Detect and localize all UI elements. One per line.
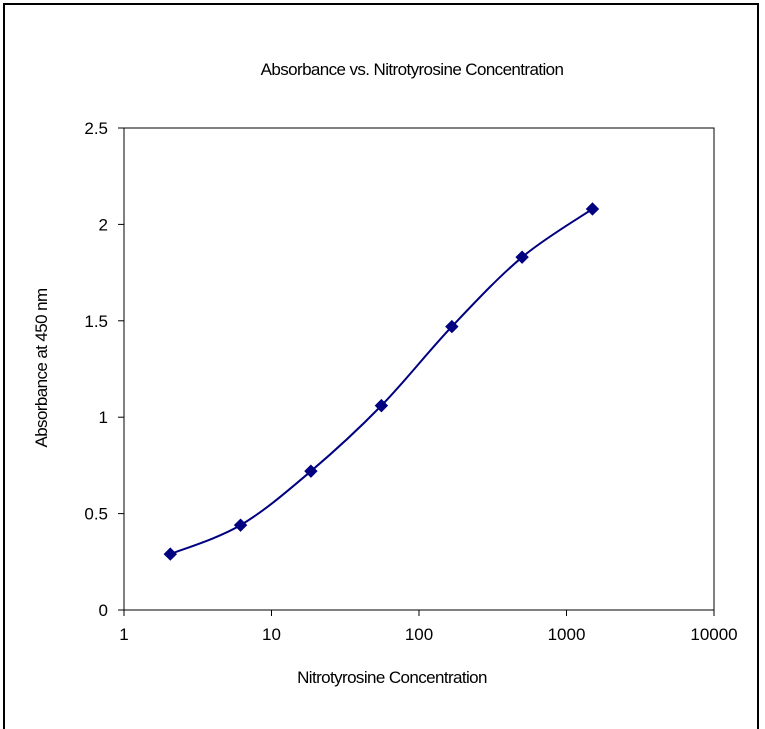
data-point (515, 250, 529, 264)
y-tick-label: 0 (99, 601, 108, 620)
chart-frame (3, 3, 759, 729)
chart-title: Absorbance vs. Nitrotyrosine Concentrati… (261, 60, 564, 79)
x-tick-label: 10 (262, 625, 281, 644)
y-axis-label: Absorbance at 450 nm (32, 288, 51, 447)
x-tick-label: 10000 (690, 625, 737, 644)
x-tick-label: 1000 (548, 625, 586, 644)
y-axis: 0 0.5 1 1.5 2 2.5 (84, 119, 124, 620)
data-point (304, 464, 318, 478)
data-point (445, 319, 459, 334)
y-tick-label: 2 (99, 215, 108, 234)
data-point (585, 202, 600, 216)
x-tick-label: 1 (119, 625, 128, 644)
series-layer (163, 202, 600, 561)
y-tick-label: 1 (99, 408, 108, 427)
data-point (163, 547, 178, 561)
x-tick-label: 100 (405, 625, 433, 644)
y-tick-label: 0.5 (84, 505, 108, 524)
y-tick-label: 1.5 (84, 312, 108, 331)
y-tick-label: 2.5 (84, 119, 108, 138)
series-line (169, 208, 594, 556)
x-axis-label: Nitrotyrosine Concentration (297, 668, 487, 687)
x-axis: 1 10 100 1000 10000 (119, 610, 738, 644)
data-point (233, 518, 248, 532)
data-point (374, 398, 389, 413)
